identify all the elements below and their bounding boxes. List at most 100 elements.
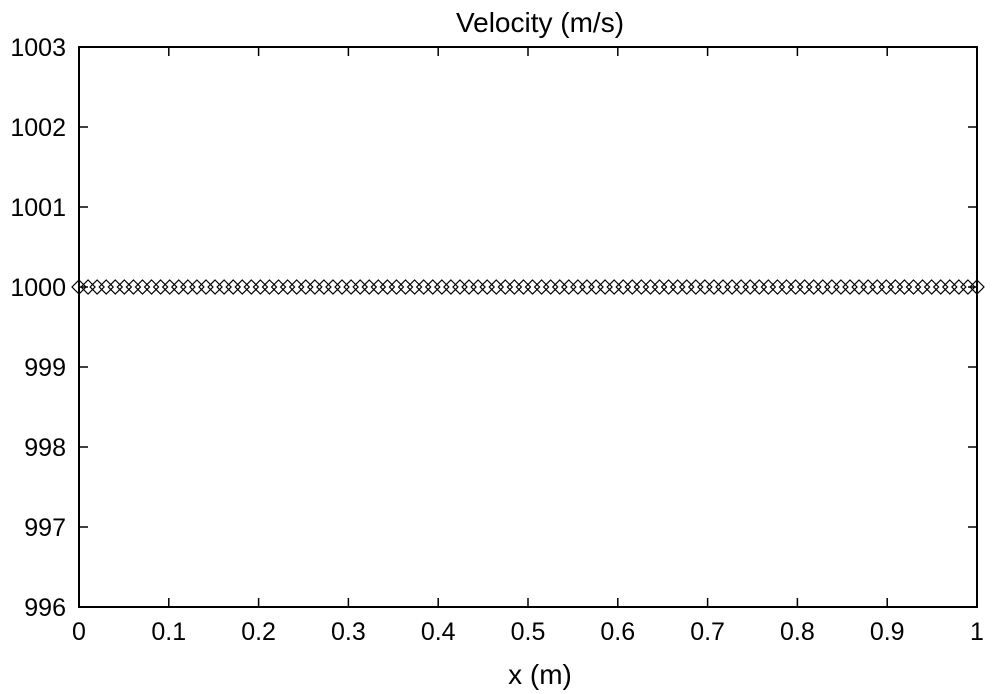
data-point-marker <box>297 279 314 295</box>
data-point-marker <box>642 279 659 295</box>
data-point-marker <box>560 279 577 295</box>
data-point-marker <box>306 279 323 295</box>
data-point-marker <box>161 279 178 295</box>
y-tick-label: 997 <box>24 514 66 542</box>
data-point-marker <box>270 279 287 295</box>
data-point-marker <box>207 279 223 295</box>
data-point-marker <box>842 279 858 295</box>
data-point-marker <box>524 279 541 295</box>
data-point-marker <box>760 279 777 295</box>
data-point-marker <box>588 279 604 295</box>
y-tick-label: 1001 <box>10 194 66 222</box>
data-point-marker <box>179 279 196 295</box>
data-point-marker <box>497 279 514 295</box>
data-point-marker <box>796 279 813 295</box>
data-point-marker <box>778 279 795 295</box>
data-point-marker <box>325 279 341 295</box>
x-tick-label: 0.5 <box>511 618 546 646</box>
data-point-marker <box>697 279 713 295</box>
data-point-marker <box>406 279 423 295</box>
data-point-marker <box>869 279 886 295</box>
x-tick-label: 0 <box>72 618 86 646</box>
data-point-marker <box>134 279 151 295</box>
axis-ticks: 0 0.1 0.2 0.3 0.4 0.5 0.6 0.7 0.8 0.9 1 996 997 998 99… <box>10 34 984 646</box>
data-point-marker <box>488 279 505 295</box>
x-tick-label: 0.6 <box>600 618 635 646</box>
data-point-marker <box>424 279 441 295</box>
data-point-marker <box>787 279 804 295</box>
data-point-marker <box>878 279 895 295</box>
data-point-marker <box>352 279 369 295</box>
data-point-marker <box>814 279 831 295</box>
data-point-marker <box>361 279 378 295</box>
data-point-marker <box>678 279 695 295</box>
data-point-marker <box>633 279 650 295</box>
data-point-marker <box>715 279 731 295</box>
x-tick-label: 0.4 <box>421 618 456 646</box>
data-point-marker <box>143 279 160 295</box>
data-point-marker <box>733 279 750 295</box>
data-point-marker <box>941 279 958 295</box>
x-tick-label: 0.8 <box>780 618 815 646</box>
data-point-marker <box>905 279 922 295</box>
data-point-marker <box>125 279 142 295</box>
data-point-marker <box>379 279 396 295</box>
data-point-marker <box>724 279 740 295</box>
data-point-marker <box>542 279 559 295</box>
data-point-marker <box>89 279 105 295</box>
data-point-marker <box>279 279 296 295</box>
data-point-marker <box>932 279 949 295</box>
plot-frame <box>78 46 978 608</box>
data-point-marker <box>343 279 359 295</box>
data-point-marker <box>751 279 768 295</box>
data-point-marker <box>397 279 414 295</box>
data-markers <box>71 279 985 295</box>
data-point-marker <box>615 279 632 295</box>
data-point-marker <box>261 279 278 295</box>
x-tick-label: 0.1 <box>151 618 186 646</box>
data-point-marker <box>152 279 169 295</box>
chart-title: Velocity (m/s) <box>456 7 624 38</box>
data-point-marker <box>506 279 523 295</box>
data-point-marker <box>660 279 677 295</box>
data-point-marker <box>443 279 459 295</box>
data-point-marker <box>896 279 913 295</box>
data-point-marker <box>951 279 967 295</box>
data-point-marker <box>833 279 849 295</box>
data-point-marker <box>388 279 405 295</box>
data-point-marker <box>479 279 496 295</box>
data-point-marker <box>923 279 940 295</box>
data-point-marker <box>415 279 432 295</box>
data-point-marker <box>887 279 904 295</box>
y-tick-label: 1000 <box>10 274 66 302</box>
data-point-marker <box>252 279 269 295</box>
data-point-marker <box>860 279 877 295</box>
y-tick-label: 999 <box>24 354 66 382</box>
data-point-marker <box>597 279 613 295</box>
data-point-marker <box>243 279 260 295</box>
x-tick-label: 0.2 <box>241 618 276 646</box>
data-point-marker <box>107 279 124 295</box>
y-tick-label: 1002 <box>10 114 66 142</box>
data-point-marker <box>824 279 840 295</box>
data-point-marker <box>515 279 532 295</box>
data-point-marker <box>687 279 704 295</box>
data-point-marker <box>669 279 686 295</box>
data-point-marker <box>334 279 350 295</box>
data-point-marker <box>216 279 232 295</box>
y-tick-label: 996 <box>24 594 66 622</box>
x-tick-label: 0.3 <box>331 618 366 646</box>
data-point-marker <box>706 279 722 295</box>
x-axis-label: x (m) <box>508 659 572 690</box>
data-point-marker <box>370 279 387 295</box>
data-point-marker <box>805 279 822 295</box>
data-point-marker <box>570 279 586 295</box>
data-point-marker <box>316 279 332 295</box>
data-point-marker <box>116 279 133 295</box>
x-tick-label: 0.7 <box>690 618 725 646</box>
data-point-marker <box>914 279 931 295</box>
data-point-marker <box>742 279 759 295</box>
data-point-marker <box>433 279 450 295</box>
data-point-marker <box>606 279 623 295</box>
